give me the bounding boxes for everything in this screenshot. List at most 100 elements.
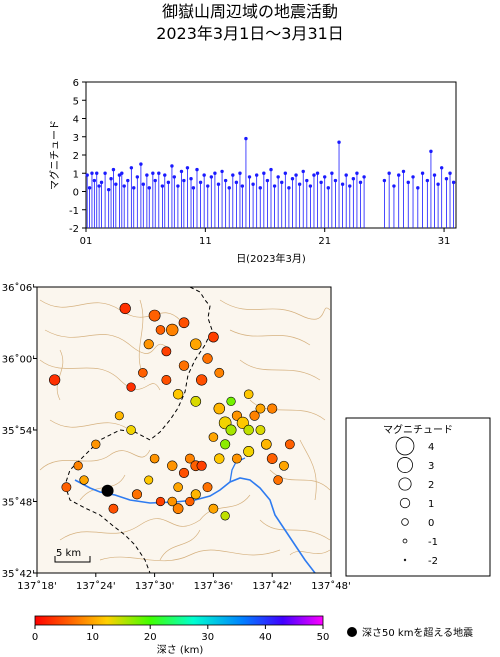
mt-point [172,175,177,179]
colorbar-gradient [34,615,324,626]
mt-point [111,167,116,172]
epicenter-point [273,475,283,485]
epicenter-point [243,389,254,400]
river [74,477,316,573]
legend-level-label: 2 [428,480,434,491]
legend-symbol [402,538,408,544]
mt-point [337,140,341,144]
mt-point [301,169,305,174]
map-x-tick-label: 137˚48' [311,580,351,592]
epicenter-point [178,467,190,478]
epicenter-point [208,503,219,514]
mt-point [323,175,327,179]
mt-point [319,180,323,185]
mt-x-tick-label: 01 [80,236,93,247]
mt-point [132,186,136,190]
epicenter-point [138,368,148,378]
mt-y-tick-label: 3 [73,133,79,144]
legend-level-label: -2 [428,556,438,567]
mt-y-tick-label: -2 [69,224,79,235]
epicenter-point [73,461,83,471]
mt-point [287,186,291,190]
legend-level-label: 4 [428,442,434,453]
mt-point [451,180,456,185]
map-x-tick-label: 137˚30' [135,580,175,592]
mt-point [297,182,302,186]
magnitude-legend: マグニチュード 4 3 2 1 0 -1 -2 [345,417,491,577]
epicenter-point [202,482,213,493]
map-y-tick-label: 36˚00' [2,354,35,366]
epicenter-point [220,439,231,450]
epicenter-point [190,396,202,407]
mt-point [397,173,401,177]
mt-point [179,169,184,174]
epicenter-point [79,475,89,485]
mt-point [176,184,180,188]
epicenter-point [126,382,136,392]
mt-point [223,178,228,183]
mt-x-axis-label: 日(2023年3月) [236,252,306,265]
mt-point [344,173,348,177]
colorbar-tick-label: 40 [259,632,272,643]
epicenter-point [149,453,160,464]
mt-point [247,175,252,179]
mt-point [202,173,206,177]
mt-point [401,169,406,174]
legend-items: 4 3 2 1 0 -1 -2 [395,436,438,567]
mt-point [227,186,231,190]
mt-point [406,180,410,185]
epicenter-point [196,374,208,386]
mt-point [272,184,277,188]
mt-point [444,177,449,181]
mt-point [139,162,143,166]
mt-x-axis: 01 11 21 31 [80,228,450,247]
map-y-tick-label: 35˚54' [2,425,35,437]
mt-point [425,178,430,183]
mt-point [348,184,352,188]
mt-point [240,184,245,188]
map-x-axis: 137˚18' 137˚24' 137˚30' 137˚36' 137˚42' 137˚4… [17,573,351,592]
epicenter-point [49,374,61,386]
epicenter-point [126,425,136,435]
epicenter-point [284,439,295,450]
mt-point [189,177,193,181]
mt-y-tick-label: 0 [73,188,79,199]
legend-symbol [401,518,409,526]
colorbar-tick-label: 10 [86,632,99,643]
legend-symbol [399,497,411,509]
mt-point [117,173,122,177]
epicenter-point [161,375,172,385]
epicenter-point [260,438,272,450]
mt-point [106,187,111,192]
mt-point [220,169,224,174]
legend-frame [345,417,491,577]
depth-colorbar: 0 10 20 30 40 50 深さ (km) [32,615,329,656]
epicenter-point [213,402,226,415]
legend-title: マグニチュード [383,423,453,436]
mt-point [265,178,270,183]
mt-point [387,171,391,175]
epicenter-point [119,302,131,315]
mt-point [351,177,356,181]
mt-point [103,171,107,175]
mt-y-axis-label: マグニチュード [48,120,61,190]
epicenter-point [214,367,225,378]
mt-point [170,164,174,168]
mt-point [157,171,161,175]
mt-point [95,171,99,175]
mt-y-tick-label: 6 [73,78,79,89]
legend-symbol [395,436,415,456]
mt-x-tick-label: 21 [318,236,331,247]
mt-x-tick-label: 11 [199,236,212,247]
mt-y-tick-label: 2 [73,151,79,162]
mt-point [439,166,444,170]
deep-event-legend-marker [347,627,357,637]
epicenter-point [167,496,178,507]
epicenter-point [148,309,161,322]
mt-point [305,178,309,183]
epicenter-point [243,424,254,436]
mt-point [191,186,196,190]
epicenter-point [155,325,166,335]
map-x-tick-label: 137˚36' [194,580,234,592]
epicenter-point [190,489,201,500]
